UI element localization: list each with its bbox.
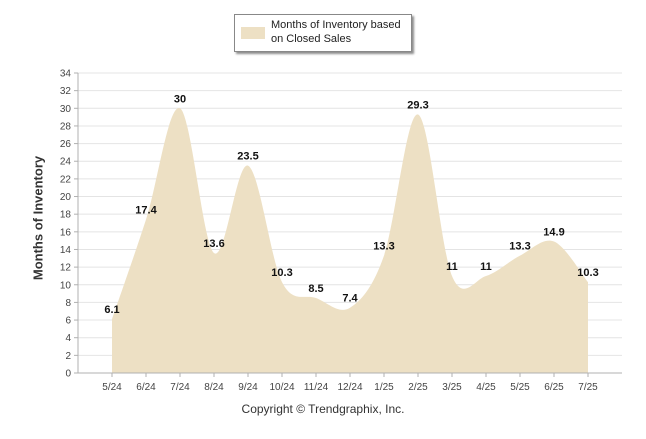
x-tick-label: 8/24 (204, 382, 224, 393)
data-label: 13.3 (373, 241, 394, 253)
y-axis-title: Months of Inventory (30, 155, 46, 281)
y-tick-label: 22 (60, 174, 72, 185)
data-label: 11 (446, 261, 458, 273)
data-label: 10.3 (271, 267, 292, 279)
x-tick-label: 6/24 (136, 382, 156, 393)
y-tick-label: 2 (65, 351, 71, 362)
data-label: 29.3 (407, 99, 428, 111)
y-tick-label: 4 (65, 333, 71, 344)
y-tick-label: 18 (60, 210, 72, 221)
legend: Months of Inventory based on Closed Sale… (234, 14, 412, 52)
y-tick-label: 8 (65, 298, 71, 309)
x-tick-label: 7/25 (578, 382, 598, 393)
x-tick-label: 7/24 (170, 382, 190, 393)
data-label: 23.5 (237, 151, 258, 163)
data-label: 8.5 (308, 283, 323, 295)
data-label: 13.6 (203, 238, 224, 250)
x-tick-label: 10/24 (269, 382, 294, 393)
y-tick-label: 34 (60, 69, 72, 80)
data-label: 10.3 (577, 267, 598, 279)
data-label: 14.9 (543, 227, 564, 239)
data-label: 13.3 (509, 241, 530, 253)
copyright-footer: Copyright © Trendgraphix, Inc. (241, 402, 405, 416)
y-tick-label: 10 (60, 280, 72, 291)
data-label: 30 (174, 93, 186, 105)
x-tick-label: 2/25 (408, 382, 428, 393)
y-tick-label: 30 (60, 104, 72, 115)
data-label: 11 (480, 261, 492, 273)
y-tick-label: 0 (65, 369, 71, 380)
y-tick-label: 12 (60, 263, 72, 274)
x-tick-label: 1/25 (374, 382, 394, 393)
legend-label: Months of Inventory based on Closed Sale… (271, 19, 401, 45)
y-tick-label: 14 (60, 245, 72, 256)
y-tick-label: 28 (60, 121, 72, 132)
y-tick-label: 16 (60, 227, 72, 238)
data-label: 17.4 (135, 204, 157, 216)
legend-swatch (241, 27, 265, 39)
x-tick-label: 5/24 (102, 382, 122, 393)
x-tick-label: 9/24 (238, 382, 258, 393)
x-tick-label: 4/25 (476, 382, 496, 393)
data-label: 6.1 (104, 304, 119, 316)
y-tick-label: 32 (60, 86, 72, 97)
y-tick-label: 20 (60, 192, 72, 203)
x-tick-label: 12/24 (337, 382, 362, 393)
y-tick-label: 26 (60, 139, 72, 150)
series-area (112, 108, 588, 374)
y-tick-label: 24 (60, 157, 72, 168)
x-tick-label: 5/25 (510, 382, 530, 393)
x-tick-label: 11/24 (304, 382, 329, 393)
x-tick-label: 6/25 (544, 382, 564, 393)
data-label: 7.4 (342, 293, 358, 305)
y-tick-label: 6 (65, 316, 71, 327)
x-tick-label: 3/25 (442, 382, 462, 393)
